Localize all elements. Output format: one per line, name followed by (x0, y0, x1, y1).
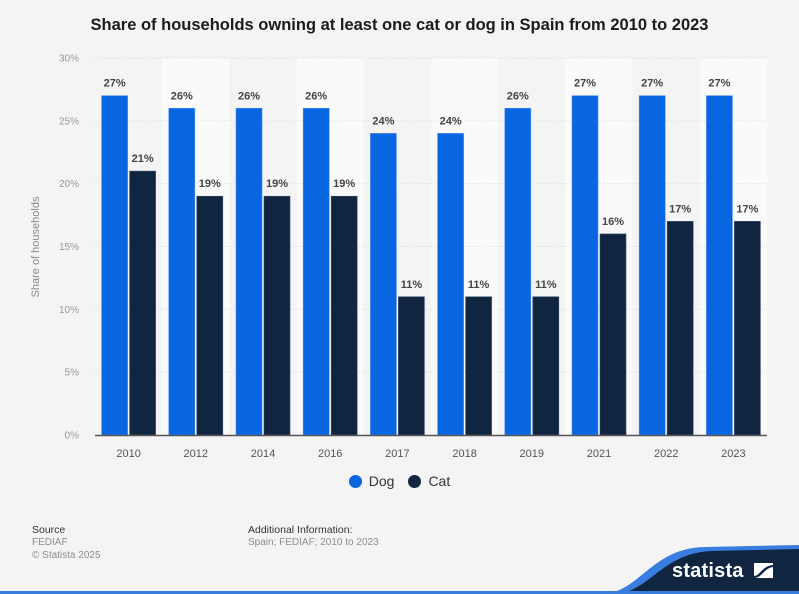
bar-cat (465, 296, 492, 436)
data-label-cat: 19% (333, 178, 355, 190)
x-tick-label: 2014 (251, 448, 275, 460)
data-label-cat: 17% (736, 203, 758, 215)
bar-dog (101, 95, 128, 436)
data-label-cat: 17% (669, 203, 691, 215)
data-label-cat: 16% (602, 216, 624, 228)
x-tick-label: 2023 (721, 448, 745, 460)
data-label-dog: 26% (238, 90, 260, 102)
data-label-cat: 11% (401, 279, 423, 291)
data-label-cat: 19% (199, 178, 221, 190)
x-axis-ticks: 2010 2012 2014 2016 2017 2018 2019 2021 2022 2023 (116, 448, 745, 460)
y-tick-label: 10% (59, 305, 79, 316)
x-tick-label: 2012 (184, 448, 208, 460)
bar-dog (302, 107, 330, 436)
bars (101, 95, 761, 436)
data-label-dog: 24% (372, 115, 394, 127)
bar-cat (330, 195, 358, 436)
y-tick-label: 5% (65, 368, 80, 379)
data-labels: 27% 21% 26% 19% 26% 19% 26% 19% 24% 11% 24% 11% 26% 1… (104, 78, 759, 291)
brand-wave (612, 549, 799, 594)
y-tick-label: 0% (65, 431, 80, 442)
data-label-cat: 11% (535, 279, 557, 291)
x-tick-label: 2019 (520, 448, 544, 460)
data-label-dog: 27% (104, 78, 126, 90)
bar-dog (504, 107, 532, 436)
source-heading: Source (32, 524, 66, 536)
legend: Dog Cat (0, 473, 799, 489)
bar-dog (638, 95, 666, 436)
legend-item-dog[interactable]: Dog (348, 473, 395, 489)
chart-title: Share of households owning at least one … (90, 16, 709, 34)
x-tick-label: 2021 (587, 448, 611, 460)
y-tick-label: 15% (59, 242, 79, 253)
statista-logo[interactable]: statista (672, 560, 744, 582)
bar-cat (263, 195, 291, 436)
data-label-dog: 26% (507, 90, 529, 102)
bar-cat (129, 170, 156, 436)
data-label-dog: 27% (574, 78, 596, 90)
bar-dog (437, 133, 464, 436)
statista-logo-icon (754, 563, 773, 578)
x-tick-label: 2010 (116, 448, 140, 460)
data-label-cat: 21% (132, 153, 154, 165)
data-label-dog: 27% (708, 78, 730, 90)
bar-cat (398, 296, 425, 436)
bar-dog (370, 133, 397, 436)
data-label-cat: 19% (266, 178, 288, 190)
y-tick-label: 20% (59, 179, 79, 190)
bar-dog (168, 107, 196, 436)
source-link[interactable]: FEDIAF (32, 537, 68, 548)
copyright: © Statista 2025 (32, 550, 101, 561)
brand-bottom-line (0, 591, 799, 594)
data-label-dog: 26% (305, 90, 327, 102)
bar-cat (599, 233, 627, 436)
data-label-dog: 26% (171, 90, 193, 102)
y-tick-label: 25% (59, 116, 79, 127)
y-tick-label: 30% (59, 54, 79, 65)
bar-dog (571, 95, 599, 436)
dog-legend-marker-icon (348, 474, 362, 488)
bar-cat (666, 221, 694, 436)
additional-info-heading: Additional Information: (248, 524, 353, 536)
legend-label-dog: Dog (368, 473, 395, 489)
bar-dog (706, 95, 733, 436)
data-label-cat: 11% (468, 279, 490, 291)
legend-label-cat: Cat (428, 473, 451, 489)
x-tick-label: 2017 (385, 448, 409, 460)
bar-dog (235, 107, 263, 436)
x-tick-label: 2018 (452, 448, 476, 460)
y-axis-ticks: 0% 5% 10% 15% 20% 25% 30% (59, 54, 79, 442)
data-label-dog: 27% (641, 78, 663, 90)
additional-info-text: Spain; FEDIAF; 2010 to 2023 (248, 537, 379, 548)
bar-cat (196, 195, 224, 436)
x-tick-label: 2016 (318, 448, 342, 460)
cat-legend-marker-icon (408, 474, 422, 488)
x-tick-label: 2022 (654, 448, 678, 460)
data-label-dog: 24% (440, 115, 462, 127)
legend-item-cat[interactable]: Cat (408, 473, 450, 489)
